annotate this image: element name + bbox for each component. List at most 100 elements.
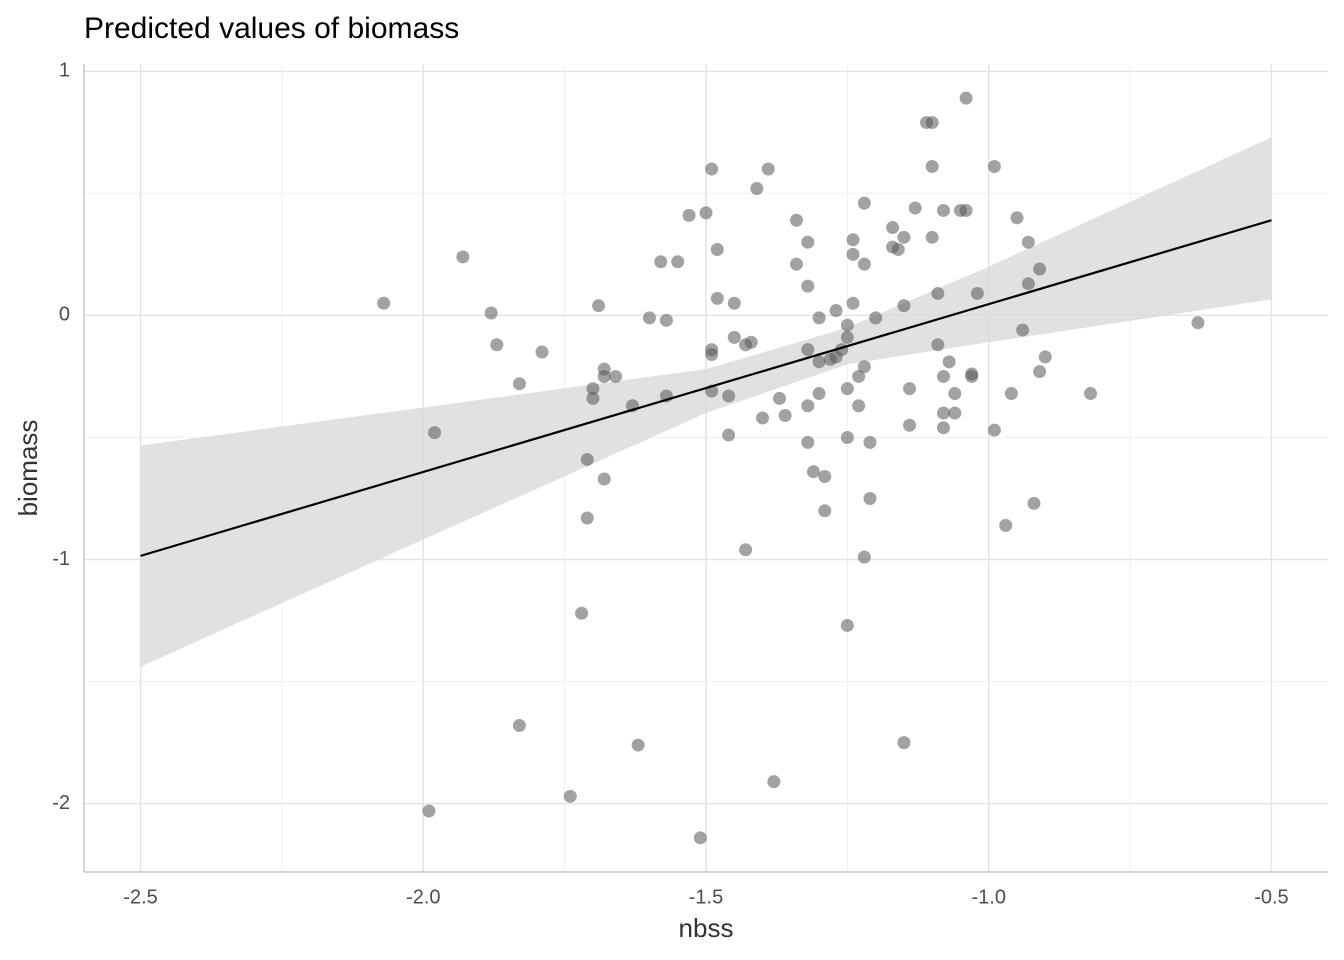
x-tick-label: -1.0	[971, 886, 1005, 908]
point	[671, 255, 685, 269]
chart-title: Predicted values of biomass	[84, 12, 459, 45]
point	[490, 338, 504, 352]
point	[959, 91, 973, 105]
point	[586, 382, 600, 396]
point	[727, 330, 741, 344]
point	[987, 160, 1001, 174]
point	[1010, 211, 1024, 225]
point	[886, 221, 900, 235]
point	[863, 492, 877, 506]
point	[563, 789, 577, 803]
point	[1033, 365, 1047, 379]
point	[659, 313, 673, 327]
point	[897, 736, 911, 750]
y-tick-label: -2	[52, 792, 70, 814]
point	[778, 409, 792, 423]
point	[1004, 387, 1018, 401]
point	[942, 355, 956, 369]
point	[801, 399, 815, 413]
point	[761, 162, 775, 176]
point	[1038, 350, 1052, 364]
point	[710, 243, 724, 257]
point	[936, 406, 950, 420]
x-tick-label: -0.5	[1254, 886, 1288, 908]
point	[682, 208, 696, 222]
point	[936, 369, 950, 383]
point	[931, 338, 945, 352]
point	[428, 426, 442, 440]
point	[512, 377, 526, 391]
y-tick-label: 1	[59, 60, 70, 82]
point	[722, 428, 736, 442]
point	[592, 299, 606, 313]
y-tick-label: 0	[59, 304, 70, 326]
point	[863, 435, 877, 449]
point	[801, 435, 815, 449]
point	[789, 213, 803, 227]
point	[818, 504, 832, 518]
point	[999, 518, 1013, 532]
point	[750, 181, 764, 195]
point	[456, 250, 470, 264]
point	[654, 255, 668, 269]
point	[422, 804, 436, 818]
point	[801, 235, 815, 249]
point	[931, 286, 945, 300]
point	[609, 369, 623, 383]
point	[857, 196, 871, 210]
point	[722, 389, 736, 403]
point	[1084, 387, 1098, 401]
confidence-band	[140, 137, 1272, 667]
point	[1033, 262, 1047, 276]
point	[908, 201, 922, 215]
point	[818, 470, 832, 484]
point	[767, 775, 781, 789]
x-tick-label: -2.0	[406, 886, 440, 908]
point	[535, 345, 549, 359]
point	[857, 550, 871, 564]
point	[925, 116, 939, 130]
point	[580, 511, 594, 525]
point	[891, 243, 905, 257]
point	[756, 411, 770, 425]
point	[846, 233, 860, 247]
point	[925, 230, 939, 244]
point	[699, 206, 713, 220]
point	[965, 369, 979, 383]
fit-line	[140, 219, 1272, 557]
point	[801, 343, 815, 357]
point	[586, 391, 600, 405]
x-tick-label: -1.5	[689, 886, 723, 908]
point	[789, 257, 803, 271]
point	[1021, 277, 1035, 291]
point	[812, 387, 826, 401]
x-tick-label: -2.5	[123, 886, 157, 908]
point	[936, 203, 950, 217]
point	[597, 369, 611, 383]
y-axis-title: biomass	[13, 420, 43, 517]
point	[806, 465, 820, 479]
point	[512, 719, 526, 733]
point	[642, 311, 656, 325]
point	[575, 606, 589, 620]
point	[840, 618, 854, 632]
point	[710, 291, 724, 305]
point	[693, 831, 707, 845]
point	[840, 382, 854, 396]
point	[812, 311, 826, 325]
point	[857, 360, 871, 374]
point	[801, 279, 815, 293]
point	[857, 257, 871, 271]
x-axis-title: nbss	[679, 913, 734, 943]
point	[705, 347, 719, 361]
point	[869, 311, 883, 325]
point	[631, 738, 645, 752]
point	[377, 296, 391, 310]
point	[1016, 323, 1030, 337]
point	[705, 162, 719, 176]
point	[1027, 496, 1041, 510]
point	[903, 382, 917, 396]
y-tick-label: -1	[52, 548, 70, 570]
point	[936, 421, 950, 435]
point	[840, 430, 854, 444]
